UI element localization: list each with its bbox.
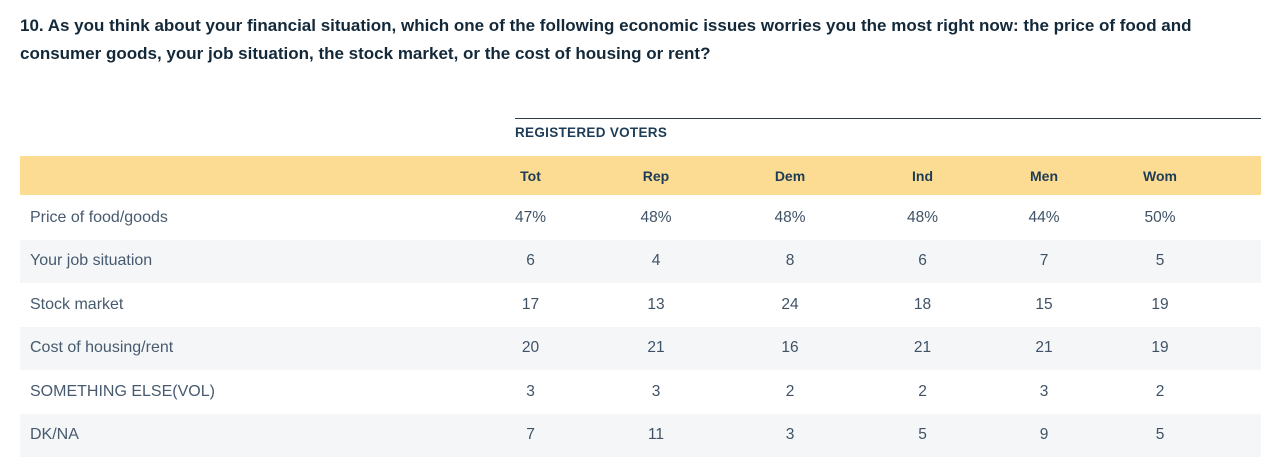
table-cell: 5 (1155, 252, 1165, 270)
row-label: Price of food/goods (30, 208, 168, 226)
column-header-tot: Tot (520, 167, 541, 184)
row-label: Cost of housing/rent (30, 339, 174, 357)
question-text: 10. As you think about your financial si… (20, 16, 1192, 63)
table-cell: 18 (913, 295, 932, 313)
table-cell: 50% (1144, 208, 1176, 226)
table-cell: 47% (514, 208, 547, 226)
table-cell: 19 (1151, 339, 1169, 357)
table-cell: 44% (1028, 208, 1060, 226)
table-cell: 3 (526, 382, 535, 400)
table-cell: 48% (906, 208, 939, 226)
column-header-ind: Ind (912, 167, 933, 184)
registered-voters-header: REGISTERED VOTERS (515, 118, 1261, 140)
table-cell: 7 (1039, 252, 1049, 270)
registered-voters-label: REGISTERED VOTERS (515, 125, 668, 140)
table-cell: 48% (774, 208, 806, 226)
column-header-wom: Wom (1143, 167, 1177, 184)
table-cell: 5 (1155, 426, 1165, 444)
column-header-rep: Rep (642, 167, 670, 184)
table-cell: 24 (781, 295, 799, 313)
table-cell: 11 (647, 426, 665, 444)
table-cell: 19 (1151, 295, 1169, 313)
row-label: Stock market (30, 295, 124, 313)
table-body: Price of food/goods 47% 48% 48% 48% 44% … (20, 196, 1261, 457)
table-cell: 2 (1155, 382, 1165, 400)
table-cell: 8 (785, 252, 795, 270)
row-label: Your job situation (30, 252, 153, 270)
table-cell: 21 (647, 339, 665, 357)
table-row: Stock market 17 13 24 18 15 19 (20, 283, 1261, 327)
table-cell: 3 (785, 426, 795, 444)
table-cell: 17 (521, 295, 540, 313)
table-cell: 21 (913, 339, 932, 357)
row-label: SOMETHING ELSE(VOL) (30, 382, 215, 400)
column-header-men: Men (1030, 167, 1058, 184)
table-row: Cost of housing/rent 20 21 16 21 21 19 (20, 326, 1261, 370)
table-cell: 21 (1035, 339, 1053, 357)
table-header-row: Tot Rep Dem Ind Men Wom (20, 156, 1261, 195)
table-cell: 3 (1039, 382, 1049, 400)
table-cell: 4 (651, 252, 661, 270)
table-cell: 5 (918, 426, 927, 444)
table-cell: 6 (918, 252, 927, 270)
table-cell: 13 (647, 295, 665, 313)
table-row: SOMETHING ELSE(VOL) 3 3 2 2 3 2 (20, 370, 1261, 414)
row-label: DK/NA (30, 426, 79, 444)
table-cell: 20 (521, 339, 540, 357)
table-cell: 2 (918, 382, 927, 400)
table-row: Price of food/goods 47% 48% 48% 48% 44% … (20, 196, 1261, 240)
table-cell: 2 (785, 382, 795, 400)
table-cell: 15 (1035, 295, 1053, 313)
table-cell: 7 (526, 426, 535, 444)
table-cell: 16 (781, 339, 799, 357)
table-row: DK/NA 7 11 3 5 9 5 (20, 413, 1261, 457)
table-cell: 48% (640, 208, 672, 226)
table-cell: 9 (1039, 426, 1049, 444)
table-row: Your job situation 6 4 8 6 7 5 (20, 239, 1261, 283)
table-cell: 3 (651, 382, 661, 400)
column-header-dem: Dem (774, 167, 806, 184)
table-cell: 6 (526, 252, 535, 270)
